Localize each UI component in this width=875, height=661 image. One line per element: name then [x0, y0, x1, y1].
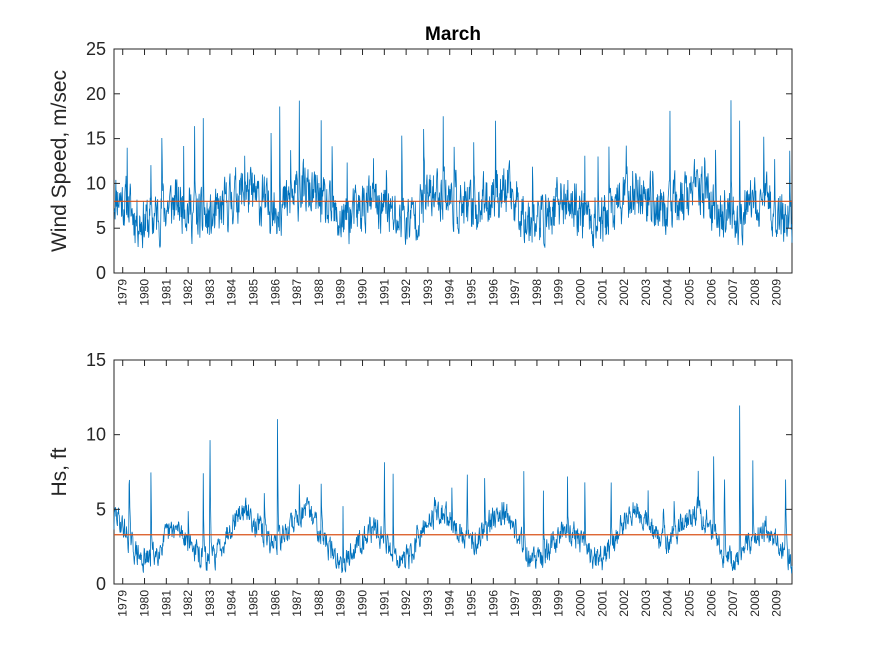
xtick-label: 1997	[508, 590, 522, 617]
xtick-label: 1992	[399, 279, 413, 306]
ytick-label: 5	[96, 499, 106, 519]
xtick-label: 1987	[290, 279, 304, 306]
series-line	[113, 100, 793, 249]
ytick-label: 15	[86, 129, 106, 149]
xtick-label: 2008	[748, 590, 762, 617]
xtick-label: 1989	[334, 279, 348, 306]
xtick-label: 2001	[595, 590, 609, 617]
xtick-label: 1983	[203, 279, 217, 306]
xtick-label: 1981	[159, 590, 173, 617]
xtick-label: 1991	[377, 590, 391, 617]
xtick-label: 1998	[530, 590, 544, 617]
xtick-label: 2003	[639, 279, 653, 306]
ytick-label: 10	[86, 173, 106, 193]
xtick-label: 2007	[726, 279, 740, 306]
wave-height-panel: 0 5 10 15 1979 1980 1981 1982 1983 1984 1985 1986 19…	[86, 350, 793, 617]
xtick-label: 1984	[225, 279, 239, 306]
xtick-label: 1980	[138, 279, 152, 306]
xtick-label: 1995	[465, 279, 479, 306]
xtick-label: 1979	[116, 279, 130, 306]
xtick-label: 1998	[530, 279, 544, 306]
xtick-label: 1990	[356, 279, 370, 306]
xtick-label: 1997	[508, 279, 522, 306]
xtick-label: 2000	[574, 279, 588, 306]
xtick-label: 2008	[748, 279, 762, 306]
xtick-label: 2005	[683, 279, 697, 306]
xtick-label: 1980	[138, 590, 152, 617]
ytick-label: 5	[96, 218, 106, 238]
series-line	[113, 405, 793, 574]
ytick-label: 10	[86, 425, 106, 445]
wind-speed-panel: 0 5 10 15 20 25 1979 1980 1981 1982 1983 1984 1985 19…	[86, 39, 793, 306]
xtick-label: 2003	[639, 590, 653, 617]
xtick-label: 1988	[312, 590, 326, 617]
xtick-label: 1981	[159, 279, 173, 306]
xtick-label: 1986	[268, 590, 282, 617]
xtick-label: 2001	[595, 279, 609, 306]
bottom-ylabel: Hs, ft	[48, 447, 71, 496]
xtick-label: 1994	[443, 279, 457, 306]
xtick-label: 1999	[552, 279, 566, 306]
xtick-label: 1982	[181, 590, 195, 617]
xtick-label: 1985	[247, 279, 261, 306]
xtick-label: 2005	[683, 590, 697, 617]
ytick-label: 0	[96, 574, 106, 594]
xtick-label: 1979	[116, 590, 130, 617]
xtick-label: 1987	[290, 590, 304, 617]
xtick-label: 1994	[443, 590, 457, 617]
xtick-label: 2009	[770, 590, 784, 617]
ytick-label: 15	[86, 350, 106, 370]
xtick-label: 1996	[486, 279, 500, 306]
xtick-label: 1992	[399, 590, 413, 617]
xtick-label: 1988	[312, 279, 326, 306]
xtick-label: 1996	[486, 590, 500, 617]
xtick-label: 1993	[421, 590, 435, 617]
chart-title: March	[425, 24, 481, 45]
xtick-label: 1985	[247, 590, 261, 617]
xtick-label: 2006	[704, 590, 718, 617]
xtick-label: 1984	[225, 590, 239, 617]
xtick-label: 2006	[704, 279, 718, 306]
xtick-label: 2000	[574, 590, 588, 617]
xtick-label: 1989	[334, 590, 348, 617]
xtick-label: 1983	[203, 590, 217, 617]
xtick-label: 2009	[770, 279, 784, 306]
ytick-label: 20	[86, 84, 106, 104]
xtick-label: 1999	[552, 590, 566, 617]
xtick-label: 1990	[356, 590, 370, 617]
xtick-label: 1991	[377, 279, 391, 306]
top-ylabel: Wind Speed, m/sec	[48, 70, 71, 252]
plot-area	[113, 48, 793, 274]
xtick-label: 1995	[465, 590, 479, 617]
xtick-label: 2002	[617, 590, 631, 617]
xtick-label: 2002	[617, 279, 631, 306]
xtick-label: 2004	[661, 590, 675, 617]
xtick-label: 1986	[268, 279, 282, 306]
xtick-label: 1993	[421, 279, 435, 306]
xtick-label: 2007	[726, 590, 740, 617]
xtick-label: 2004	[661, 279, 675, 306]
ytick-label: 25	[86, 39, 106, 59]
plot-area	[113, 359, 793, 585]
ytick-label: 0	[96, 263, 106, 283]
xtick-label: 1982	[181, 279, 195, 306]
